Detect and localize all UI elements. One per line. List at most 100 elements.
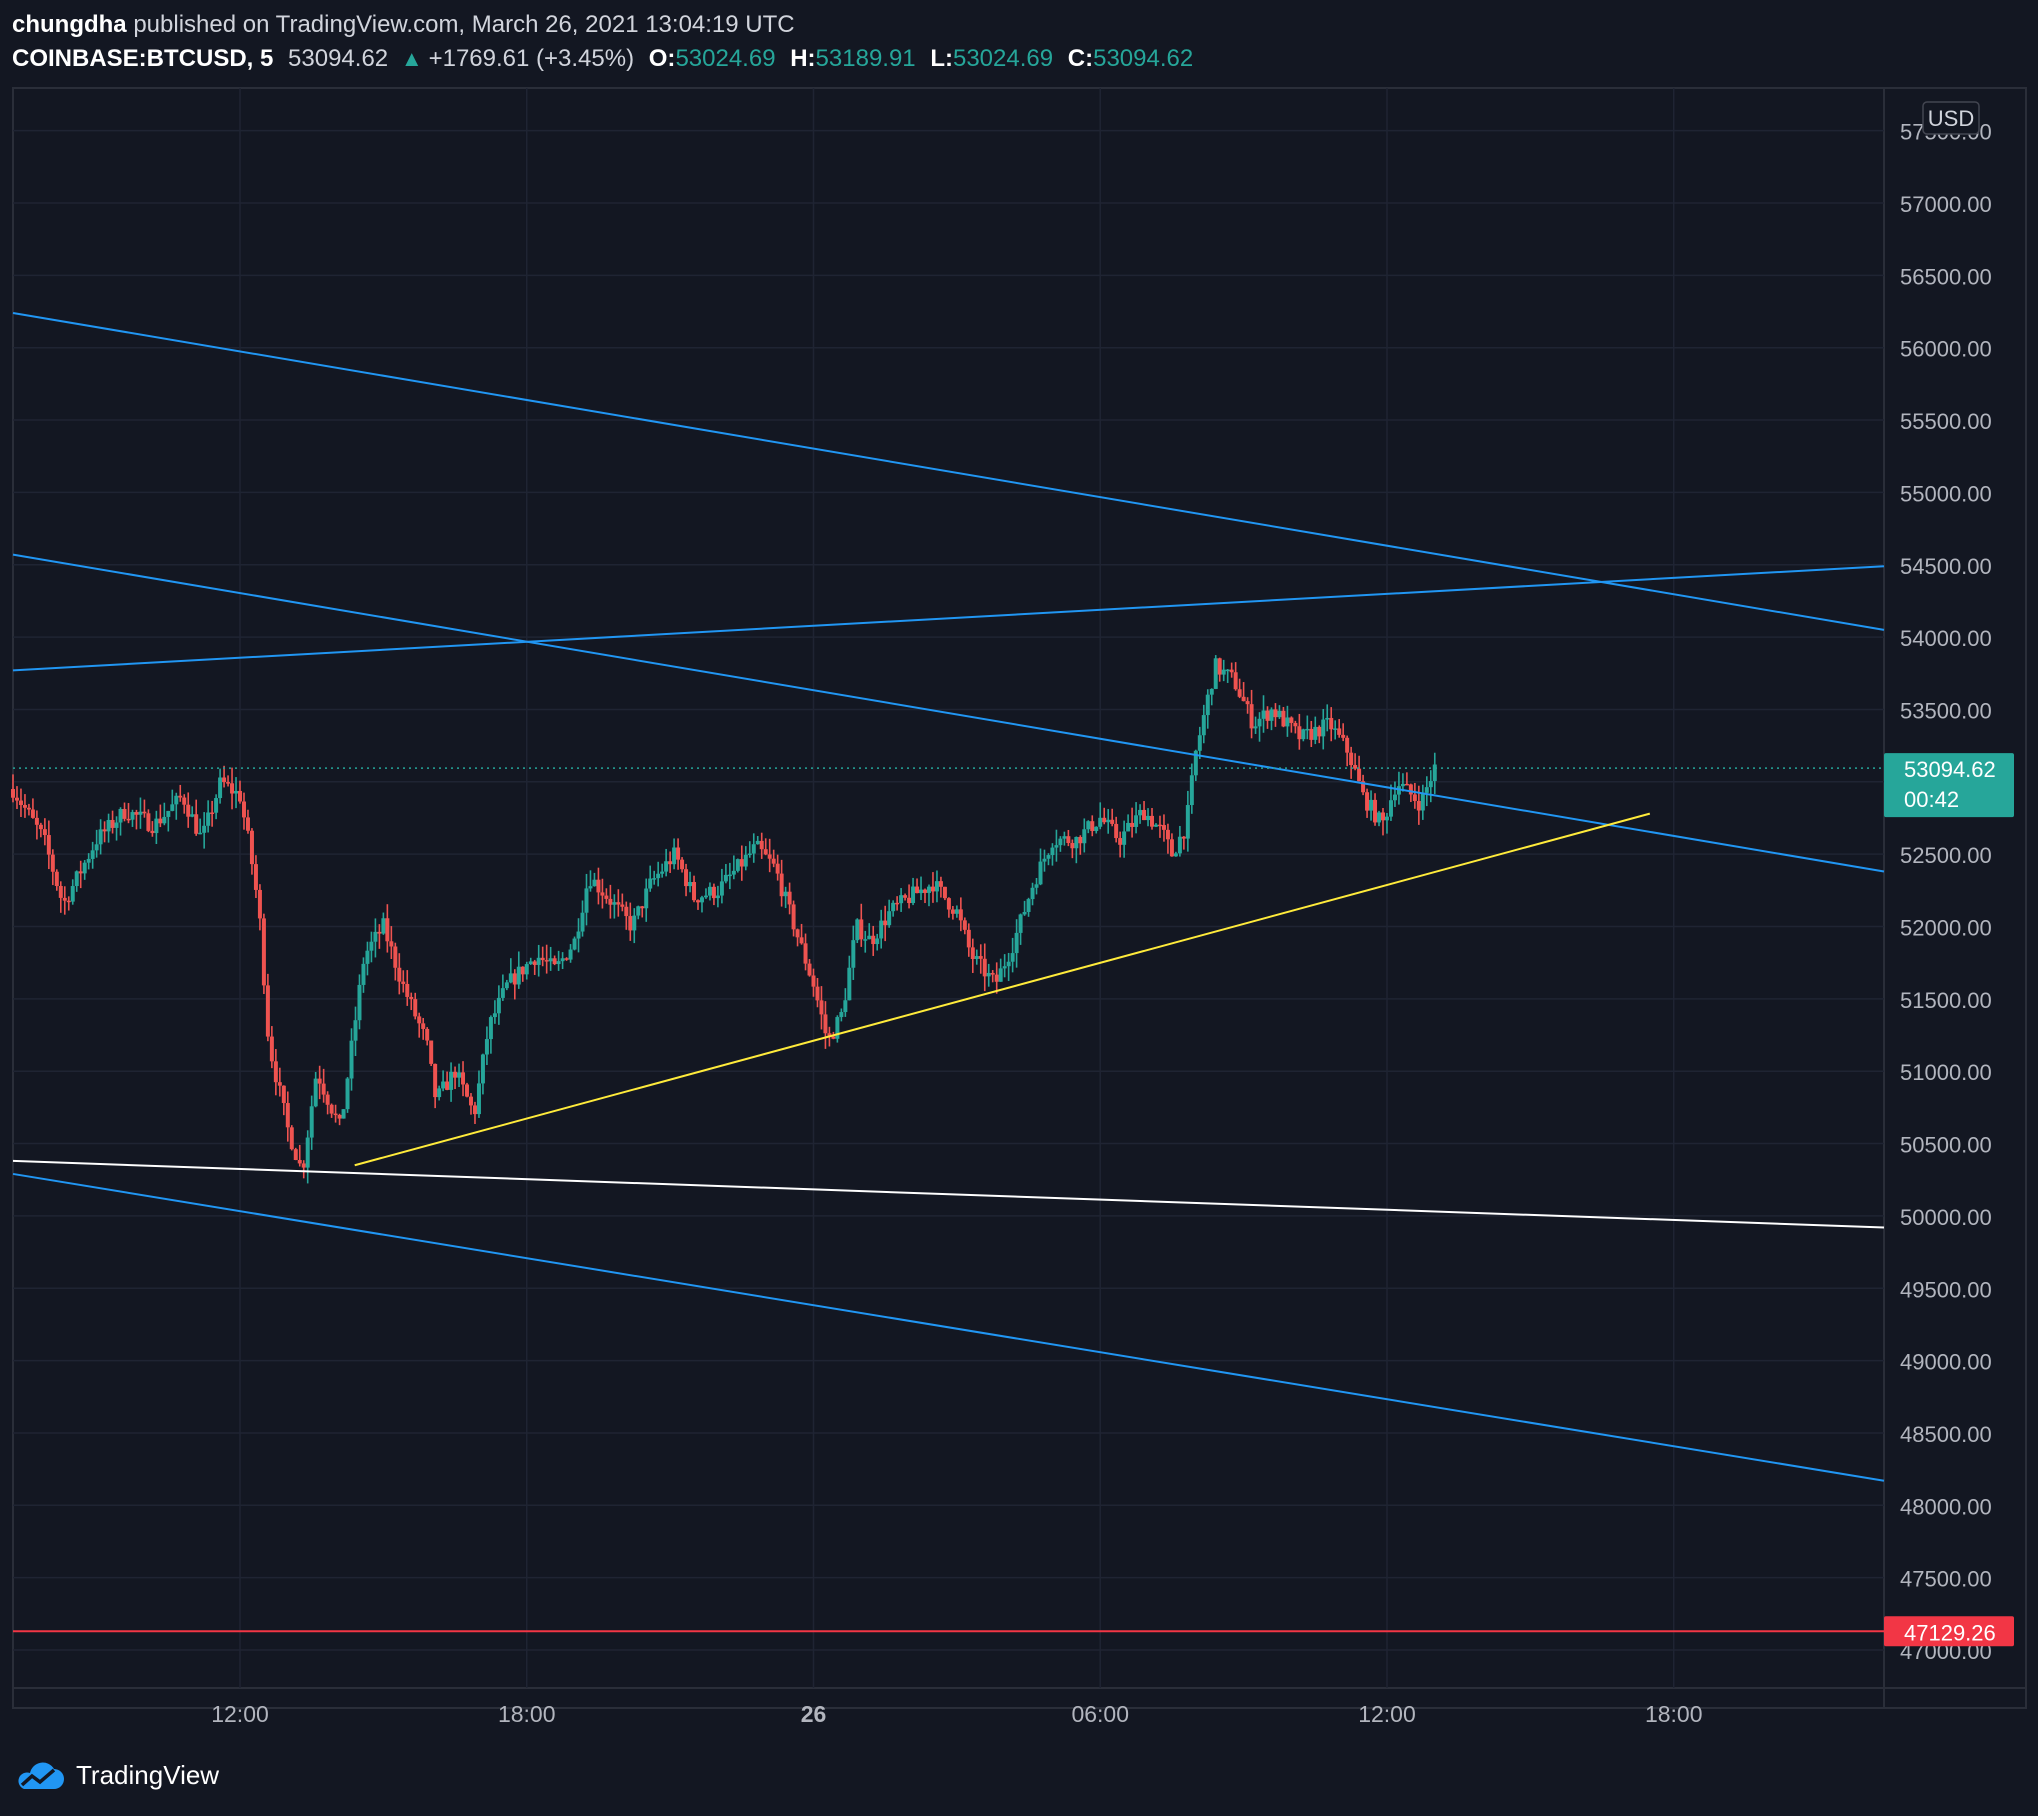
candle-body[interactable]: [835, 1017, 840, 1039]
candle-body[interactable]: [612, 902, 617, 905]
candle-body[interactable]: [78, 871, 83, 874]
candle-body[interactable]: [851, 940, 856, 968]
candle-body[interactable]: [1412, 794, 1417, 801]
candle-body[interactable]: [839, 1012, 844, 1018]
candle-body[interactable]: [1050, 847, 1055, 856]
candle-body[interactable]: [453, 1071, 458, 1078]
candle-body[interactable]: [130, 812, 135, 820]
candle-body[interactable]: [1237, 689, 1242, 697]
candle-body[interactable]: [1249, 704, 1254, 729]
candle-body[interactable]: [305, 1137, 310, 1168]
candle-body[interactable]: [843, 1000, 848, 1013]
candle-body[interactable]: [1014, 932, 1019, 954]
candle-body[interactable]: [1046, 855, 1051, 859]
candle-body[interactable]: [1365, 792, 1370, 811]
candle-body[interactable]: [174, 795, 179, 805]
candle-body[interactable]: [911, 886, 916, 904]
footer-brand[interactable]: TradingView: [14, 1760, 219, 1791]
candle-body[interactable]: [588, 886, 593, 889]
candle-body[interactable]: [508, 973, 513, 983]
candle-body[interactable]: [122, 809, 127, 819]
candle-body[interactable]: [899, 895, 904, 904]
candle-body[interactable]: [377, 931, 382, 934]
candle-body[interactable]: [827, 1033, 832, 1037]
candle-body[interactable]: [1054, 845, 1059, 848]
candle-body[interactable]: [18, 800, 23, 805]
candle-body[interactable]: [30, 809, 35, 818]
candle-body[interactable]: [919, 889, 924, 894]
candle-body[interactable]: [767, 854, 772, 859]
candle-body[interactable]: [524, 964, 529, 975]
candle-body[interactable]: [1301, 729, 1306, 740]
candle-body[interactable]: [150, 830, 155, 834]
candle-body[interactable]: [273, 1061, 278, 1083]
candle-body[interactable]: [70, 886, 75, 902]
candle-body[interactable]: [536, 957, 541, 965]
candle-body[interactable]: [1392, 794, 1397, 801]
candle-body[interactable]: [94, 844, 99, 851]
candle-body[interactable]: [528, 961, 533, 965]
candle-body[interactable]: [1321, 719, 1326, 737]
candle-body[interactable]: [855, 919, 860, 941]
candle-body[interactable]: [253, 864, 258, 890]
candle-body[interactable]: [341, 1109, 346, 1119]
candle-body[interactable]: [680, 859, 685, 870]
candle-body[interactable]: [1317, 726, 1322, 737]
candle-body[interactable]: [779, 873, 784, 897]
candle-body[interactable]: [241, 801, 246, 818]
candle-body[interactable]: [711, 886, 716, 899]
candle-body[interactable]: [954, 909, 959, 914]
candle-body[interactable]: [461, 1072, 466, 1085]
candle-body[interactable]: [966, 929, 971, 948]
candle-body[interactable]: [1062, 836, 1067, 839]
candle-body[interactable]: [218, 777, 223, 799]
candle-body[interactable]: [1408, 784, 1413, 795]
candle-body[interactable]: [1221, 669, 1226, 675]
candle-body[interactable]: [369, 941, 374, 951]
candle-body[interactable]: [859, 919, 864, 940]
candle-body[interactable]: [429, 1040, 434, 1064]
candle-body[interactable]: [245, 817, 250, 831]
candle-body[interactable]: [1341, 734, 1346, 738]
candle-body[interactable]: [715, 895, 720, 899]
candle-body[interactable]: [1094, 826, 1099, 832]
candle-body[interactable]: [1384, 816, 1389, 821]
candle-body[interactable]: [950, 909, 955, 914]
candle-body[interactable]: [915, 886, 920, 894]
candle-body[interactable]: [616, 902, 621, 905]
candle-body[interactable]: [688, 882, 693, 887]
candle-body[interactable]: [1102, 817, 1107, 823]
candle-body[interactable]: [831, 1036, 836, 1039]
candle-body[interactable]: [552, 958, 557, 965]
candle-body[interactable]: [1022, 911, 1027, 915]
candle-body[interactable]: [568, 949, 573, 960]
candle-body[interactable]: [699, 897, 704, 903]
candle-body[interactable]: [62, 897, 67, 901]
candle-body[interactable]: [1289, 717, 1294, 723]
candle-body[interactable]: [389, 941, 394, 947]
candle-body[interactable]: [492, 1013, 497, 1018]
trendline-blue-lower-down[interactable]: [12, 1172, 1885, 1482]
candle-body[interactable]: [1309, 728, 1314, 740]
candle-body[interactable]: [257, 889, 262, 919]
candle-body[interactable]: [640, 906, 645, 909]
candle-body[interactable]: [38, 824, 43, 830]
candle-body[interactable]: [126, 818, 131, 821]
candle-body[interactable]: [560, 958, 565, 962]
candle-body[interactable]: [480, 1054, 485, 1084]
candle-body[interactable]: [532, 961, 537, 965]
trendline-blue-upper-down[interactable]: [12, 311, 1885, 631]
candle-body[interactable]: [154, 818, 159, 834]
candle-body[interactable]: [42, 829, 47, 836]
candle-body[interactable]: [763, 849, 768, 855]
candle-body[interactable]: [357, 984, 362, 1021]
candle-body[interactable]: [222, 777, 227, 783]
candle-body[interactable]: [476, 1083, 481, 1115]
candle-body[interactable]: [186, 804, 191, 817]
candle-body[interactable]: [361, 963, 366, 985]
candle-body[interactable]: [803, 943, 808, 964]
candle-body[interactable]: [385, 918, 390, 942]
candle-body[interactable]: [349, 1040, 354, 1079]
candle-body[interactable]: [1297, 726, 1302, 740]
